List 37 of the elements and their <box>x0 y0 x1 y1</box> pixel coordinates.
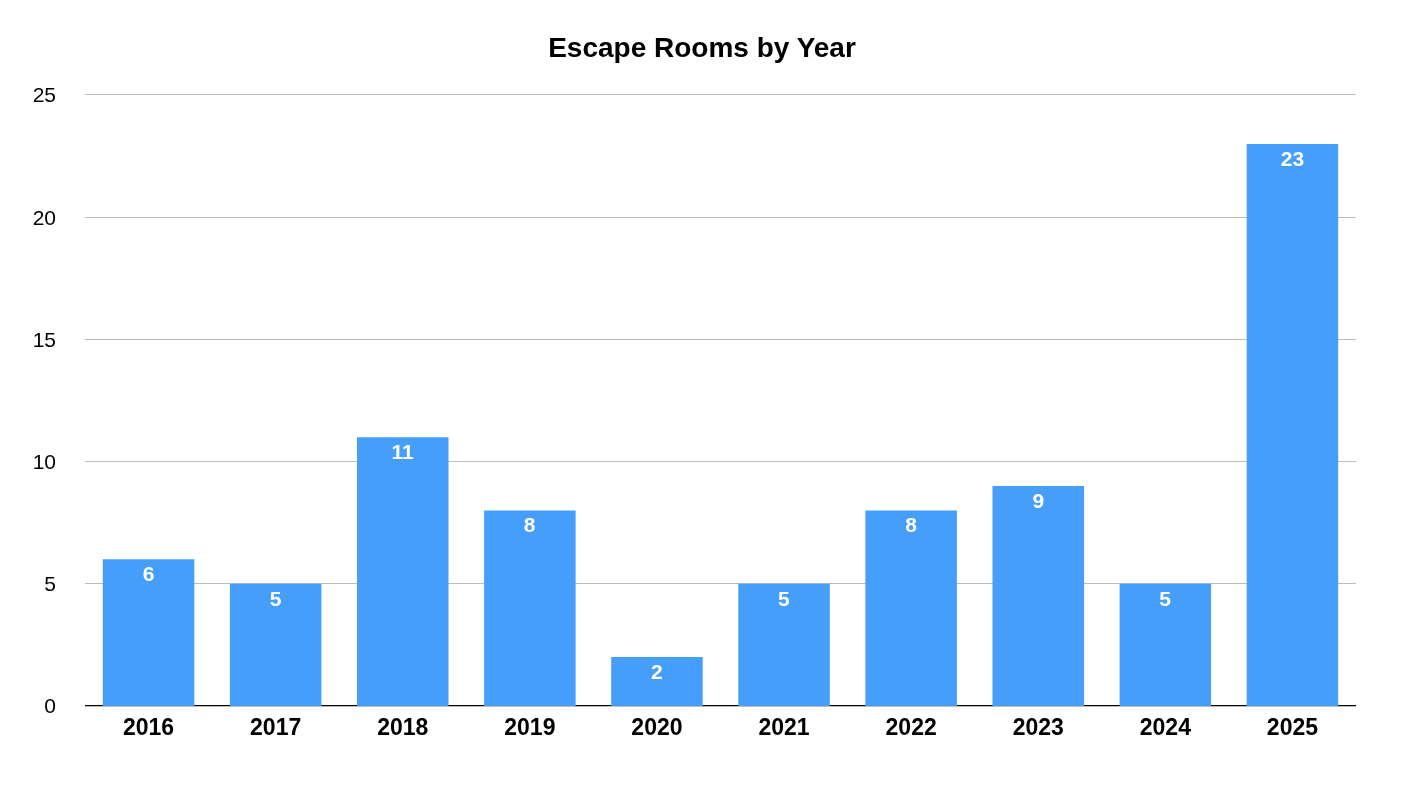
bar <box>611 657 703 706</box>
y-tick-label: 10 <box>32 449 56 473</box>
bar <box>229 583 322 706</box>
y-tick-label: 25 <box>32 83 56 107</box>
data-label: 5 <box>1159 586 1172 610</box>
bar <box>1246 143 1339 706</box>
data-label: 8 <box>905 513 918 537</box>
y-tick-label: 0 <box>44 694 56 718</box>
x-tick-label: 2021 <box>758 713 810 740</box>
y-tick-label: 20 <box>32 205 56 229</box>
data-label: 8 <box>523 513 536 537</box>
x-tick-label: 2025 <box>1266 713 1319 740</box>
data-label: 2 <box>651 660 663 684</box>
bar <box>738 583 830 706</box>
data-label: 11 <box>391 440 415 464</box>
x-tick-label: 2022 <box>885 713 937 740</box>
x-tick-label: 2016 <box>122 713 175 740</box>
x-tick-label: 2024 <box>1139 713 1192 740</box>
x-tick-label: 2018 <box>377 713 429 740</box>
data-label: 5 <box>269 586 282 610</box>
chart-title: Escape Rooms by Year <box>548 32 856 64</box>
bar <box>484 510 576 706</box>
bar <box>865 510 957 706</box>
data-label: 9 <box>1032 489 1045 513</box>
y-tick-label: 5 <box>44 572 56 596</box>
data-label: 5 <box>778 586 791 610</box>
x-tick-label: 2023 <box>1012 713 1064 740</box>
x-tick-label: 2019 <box>504 713 556 740</box>
x-tick-label: 2017 <box>250 713 302 740</box>
bar <box>1119 583 1212 706</box>
data-label: 23 <box>1280 146 1305 170</box>
bar <box>356 437 449 706</box>
x-tick-label: 2020 <box>631 713 683 740</box>
y-tick-label: 15 <box>32 327 56 351</box>
bar <box>102 559 195 706</box>
data-label: 6 <box>142 562 155 586</box>
bar <box>992 486 1085 706</box>
